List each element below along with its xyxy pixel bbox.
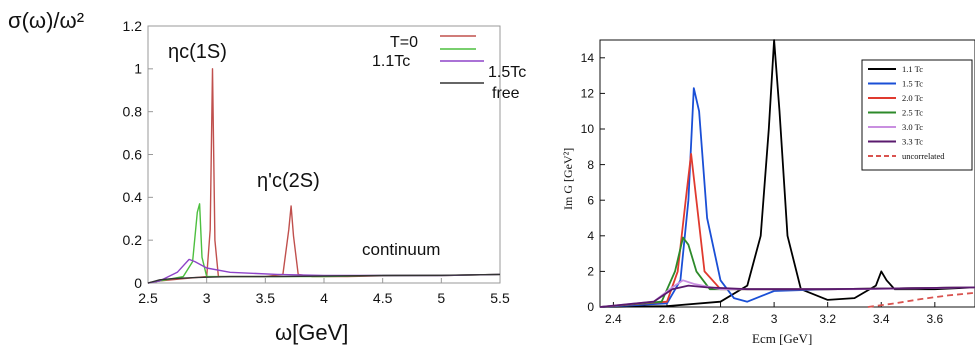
x-tick-label: 3.2 bbox=[819, 312, 836, 326]
series-line-uncorrelated bbox=[867, 291, 975, 308]
x-tick-label: 2.5 bbox=[138, 290, 158, 306]
series-line-2-5-tc bbox=[599, 236, 975, 308]
legend-label-1-5tc: 1.5Tc bbox=[488, 64, 526, 81]
x-tick-label: 2.8 bbox=[712, 312, 729, 326]
y-tick-label: 0 bbox=[587, 300, 594, 314]
legend-label-3-3-tc: 3.3 Tc bbox=[902, 137, 923, 147]
right-chart: Im G [GeV²] 2.4 2.6 2.8 3 3.2 3.4 3.6 0 2 4 6 8 10 12… bbox=[561, 39, 975, 346]
y-tick-label: 12 bbox=[581, 87, 595, 101]
legend-label-t-0: T=0 bbox=[390, 34, 418, 51]
series-line-1-1tc bbox=[147, 203, 501, 284]
legend-label-1-1tc: 1.1Tc bbox=[372, 53, 410, 70]
x-tick-label: 3.5 bbox=[256, 290, 276, 306]
legend-label-2-5-tc: 2.5 Tc bbox=[902, 108, 923, 118]
y-tick-label: 4 bbox=[587, 229, 594, 243]
legend-label-3-0-tc: 3.0 Tc bbox=[902, 122, 923, 132]
series-line-3-3-tc bbox=[599, 284, 975, 308]
x-tick-label: 3.6 bbox=[926, 312, 943, 326]
series-line-free bbox=[147, 273, 501, 284]
y-tick-label: 0.6 bbox=[123, 146, 143, 162]
y-tick-label: 1 bbox=[134, 61, 142, 77]
x-tick-label: 3 bbox=[771, 312, 778, 326]
legend-label-free: free bbox=[492, 85, 520, 102]
annotation-etac-1s: ηc(1S) bbox=[168, 41, 227, 63]
left-x-axis-label: ω[GeV] bbox=[275, 320, 348, 345]
left-ticks: 2.5 3 3.5 4 4.5 5 5.5 0 0.2 0.4 0.6 0.8 1 1.2 bbox=[123, 18, 510, 306]
annotation-etac-2s: η'c(2S) bbox=[257, 170, 320, 192]
right-legend-box bbox=[861, 59, 973, 171]
y-tick-label: 1.2 bbox=[123, 18, 143, 34]
legend-label-uncorrelated: uncorrelated bbox=[902, 151, 945, 161]
left-legend: T=0 1.1Tc 1.5Tc free bbox=[372, 34, 526, 102]
right-plot-frame bbox=[599, 39, 975, 308]
y-tick-label: 6 bbox=[587, 193, 594, 207]
y-tick-label: 0.2 bbox=[123, 232, 143, 248]
y-tick-label: 0.4 bbox=[123, 189, 143, 205]
legend-label-1-5-tc: 1.5 Tc bbox=[902, 79, 923, 89]
left-chart: σ(ω)/ω² 2.5 3 3.5 4 4.5 5 5.5 0 0.2 0.4 0.6 0.8 1 1.2… bbox=[8, 8, 526, 345]
x-tick-label: 4.5 bbox=[373, 290, 393, 306]
y-tick-label: 0.8 bbox=[123, 104, 143, 120]
x-tick-label: 2.6 bbox=[659, 312, 676, 326]
right-y-axis-label: Im G [GeV²] bbox=[561, 148, 575, 210]
annotation-continuum: continuum bbox=[362, 240, 440, 259]
right-series-lines bbox=[599, 39, 975, 308]
legend-label-2-0-tc: 2.0 Tc bbox=[902, 93, 923, 103]
x-tick-label: 3.4 bbox=[873, 312, 890, 326]
left-series-lines bbox=[147, 68, 501, 284]
y-tick-label: 2 bbox=[587, 265, 594, 279]
y-tick-label: 10 bbox=[581, 122, 595, 136]
right-ticks: 2.4 2.6 2.8 3 3.2 3.4 3.6 0 2 4 6 8 10 12 14 bbox=[581, 51, 944, 326]
x-tick-label: 4 bbox=[320, 290, 328, 306]
right-x-axis-label: Ecm [GeV] bbox=[752, 331, 812, 346]
series-line-t-0 bbox=[147, 68, 501, 284]
legend-label-1-1-tc: 1.1 Tc bbox=[902, 64, 923, 74]
x-tick-label: 5.5 bbox=[490, 290, 510, 306]
right-legend: 1.1 Tc 1.5 Tc 2.0 Tc 2.5 Tc 3.0 Tc 3.3 Tc unco… bbox=[861, 59, 973, 171]
y-tick-label: 0 bbox=[134, 275, 142, 291]
x-tick-label: 3 bbox=[203, 290, 211, 306]
x-tick-label: 5 bbox=[437, 290, 445, 306]
x-tick-label: 2.4 bbox=[605, 312, 622, 326]
left-y-axis-label: σ(ω)/ω² bbox=[8, 8, 84, 33]
y-tick-label: 14 bbox=[581, 51, 595, 65]
y-tick-label: 8 bbox=[587, 158, 594, 172]
